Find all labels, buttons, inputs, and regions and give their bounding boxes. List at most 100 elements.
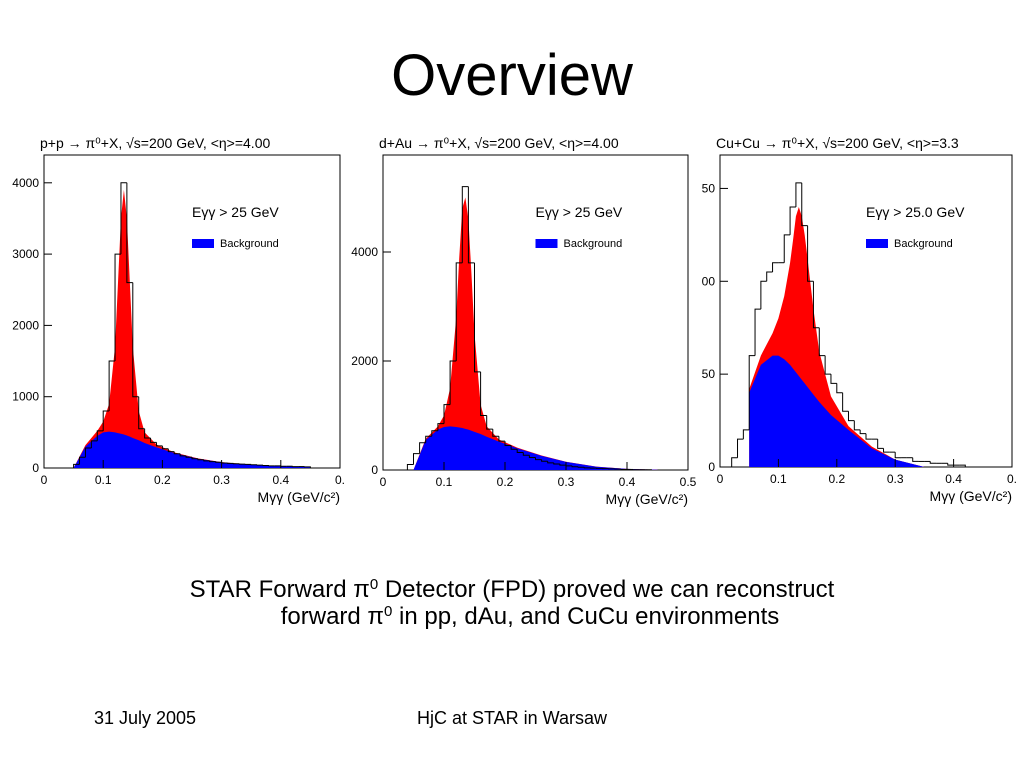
histogram-bin	[419, 442, 426, 454]
histogram-bin	[191, 457, 198, 460]
x-tick-label: 0.3	[558, 475, 575, 489]
histogram-bin	[583, 467, 591, 469]
histogram-bin	[877, 439, 884, 449]
histogram-bin	[486, 415, 493, 430]
histogram-bin	[203, 459, 210, 462]
histogram-bin	[209, 460, 216, 463]
y-tick-label: 4000	[351, 245, 378, 259]
histogram-bin	[498, 436, 505, 442]
histogram-bin	[155, 442, 163, 447]
histogram-bin	[108, 360, 116, 411]
histogram-bin	[150, 438, 157, 443]
x-tick-label: 0	[380, 475, 387, 489]
chart-title: d+Au → π⁰+X, √s=200 GeV, <η>=4.00	[379, 135, 619, 151]
histogram-bin	[492, 429, 499, 437]
histogram-bin	[449, 360, 457, 405]
x-tick-label: 0.1	[436, 475, 453, 489]
histogram-bin	[102, 410, 110, 431]
legend-swatch	[866, 239, 888, 248]
histogram-bin	[161, 445, 169, 450]
histogram-bin	[474, 262, 481, 373]
x-tick-label: 0.3	[213, 473, 230, 487]
histogram-bin	[836, 383, 843, 394]
body-superscript: 0	[384, 603, 392, 620]
histogram-bin	[824, 355, 831, 375]
fit-area	[413, 197, 658, 470]
y-tick-label: 0	[371, 463, 378, 477]
histogram-bin	[859, 429, 866, 435]
histogram-bin	[120, 182, 127, 255]
histogram-bin	[303, 466, 311, 468]
histogram-bin	[504, 441, 512, 446]
plot-frame	[382, 154, 689, 471]
histogram-bin	[553, 462, 560, 465]
footer-event: HjC at STAR in Warsaw	[417, 708, 608, 728]
body-text: forward π	[281, 603, 384, 630]
histogram-bin	[96, 430, 104, 441]
x-tick-label: 0.	[1007, 472, 1017, 486]
x-axis-label: Mγγ (GeV/c²)	[930, 488, 1012, 504]
x-tick-label: 0	[717, 472, 724, 486]
histogram-bin	[830, 374, 837, 384]
histogram-bin	[455, 262, 463, 362]
footer-date: 31 July 2005	[94, 708, 196, 728]
x-tick-label: 0.3	[887, 472, 904, 486]
body-text: STAR Forward π	[190, 576, 370, 603]
histogram-bin	[461, 186, 469, 263]
x-tick-label: 0.1	[95, 473, 112, 487]
y-tick-label: 1000	[12, 390, 39, 404]
histogram-bin	[132, 282, 139, 398]
y-tick-label: 50	[702, 367, 716, 381]
slide-title: Overview	[391, 43, 634, 108]
x-tick-label: 0.2	[154, 473, 171, 487]
histogram-bin	[853, 420, 861, 431]
histogram-bin	[516, 449, 524, 454]
y-tick-label: 00	[702, 274, 716, 288]
histogram-bin	[748, 355, 756, 430]
histogram-bin	[197, 458, 204, 461]
background-area	[749, 355, 925, 467]
histogram-bin	[795, 182, 802, 207]
x-tick-label: 0.5	[680, 475, 697, 489]
histogram-bin	[760, 280, 767, 310]
histogram-bin	[577, 466, 585, 468]
histogram-bin	[947, 463, 954, 466]
histogram-bin	[812, 281, 820, 329]
x-tick-label: 0	[41, 473, 48, 487]
histogram-bin	[185, 455, 192, 458]
x-tick-label: 0.2	[828, 472, 845, 486]
histogram-bin	[90, 440, 98, 449]
histogram-bin	[431, 430, 438, 437]
histogram-bin	[528, 455, 536, 458]
histogram-bin	[742, 429, 750, 440]
histogram-bin	[73, 463, 80, 468]
histogram-bin	[535, 457, 542, 461]
chart-title: p+p → π⁰+X, √s=200 GeV, <η>=4.00	[40, 135, 270, 151]
x-tick-label: 0.2	[497, 475, 514, 489]
histogram-bin	[144, 428, 151, 439]
x-tick-label: 0.1	[770, 472, 787, 486]
x-tick-label: 0.	[335, 473, 345, 487]
histogram-bin	[731, 457, 738, 467]
x-axis-label: Mγγ (GeV/c²)	[258, 489, 340, 505]
legend-label: Background	[220, 238, 279, 250]
plot-frame	[43, 154, 341, 469]
histogram-bin	[789, 206, 796, 235]
histogram-bin	[126, 182, 133, 284]
histogram-bin	[114, 253, 121, 362]
y-tick-label: 2000	[351, 354, 378, 368]
histogram-bin	[425, 435, 432, 443]
annotation: Eγγ > 25 GeV	[536, 204, 623, 220]
histogram-bin	[443, 404, 451, 424]
background-area	[413, 426, 658, 470]
legend-label: Background	[894, 238, 953, 250]
chart-title: Cu+Cu → π⁰+X, √s=200 GeV, <η>=3.3	[716, 135, 959, 151]
histogram-bin	[894, 452, 902, 459]
histogram-bin	[912, 457, 919, 462]
body-text: in pp, dAu, and CuCu environments	[392, 603, 779, 630]
body-text: Detector (FPD) proved we can reconstruct	[378, 576, 834, 603]
histogram-bin	[467, 186, 475, 264]
histogram-bin	[547, 461, 554, 464]
histogram-bin	[179, 453, 187, 457]
